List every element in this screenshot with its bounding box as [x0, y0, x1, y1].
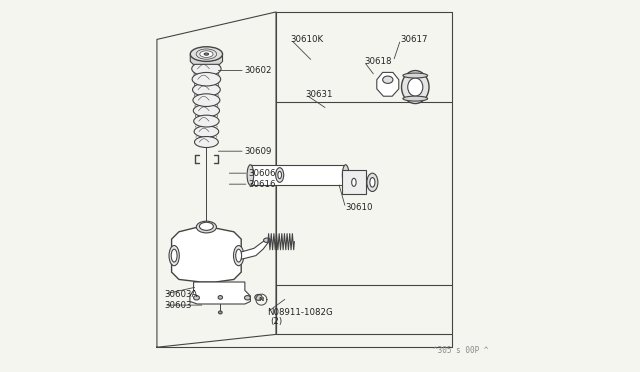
Text: N08911-1082G: N08911-1082G [267, 308, 333, 317]
Ellipse shape [194, 115, 219, 127]
Ellipse shape [218, 311, 222, 314]
Ellipse shape [367, 173, 378, 192]
Ellipse shape [192, 73, 221, 86]
Text: 30610: 30610 [346, 203, 373, 212]
Ellipse shape [370, 177, 375, 187]
Ellipse shape [352, 178, 356, 186]
Polygon shape [241, 239, 268, 259]
Text: 30603: 30603 [164, 301, 192, 310]
Text: (2): (2) [271, 317, 283, 326]
Text: 30617: 30617 [401, 35, 428, 44]
Ellipse shape [193, 94, 220, 106]
Polygon shape [172, 226, 241, 282]
Ellipse shape [193, 83, 220, 96]
Ellipse shape [204, 53, 209, 55]
Text: 30603A: 30603A [164, 289, 198, 299]
Polygon shape [342, 170, 366, 194]
Ellipse shape [276, 168, 284, 182]
Ellipse shape [278, 171, 282, 179]
Polygon shape [190, 55, 223, 64]
Ellipse shape [194, 126, 219, 137]
Ellipse shape [193, 105, 220, 117]
Ellipse shape [244, 296, 250, 300]
Ellipse shape [196, 221, 216, 233]
Text: ^305 s 00P ^: ^305 s 00P ^ [433, 346, 488, 355]
Ellipse shape [403, 96, 428, 101]
Ellipse shape [236, 249, 241, 262]
Text: 30610K: 30610K [291, 35, 324, 44]
Ellipse shape [247, 165, 253, 185]
Ellipse shape [192, 62, 221, 76]
Ellipse shape [190, 47, 223, 61]
Ellipse shape [169, 246, 179, 266]
Text: 30616: 30616 [248, 180, 276, 189]
Ellipse shape [255, 295, 262, 300]
Ellipse shape [234, 246, 244, 266]
Text: 30606: 30606 [248, 169, 276, 178]
Text: N: N [259, 297, 264, 302]
Polygon shape [190, 282, 250, 304]
Ellipse shape [218, 296, 223, 299]
Ellipse shape [403, 73, 428, 78]
Polygon shape [377, 73, 399, 96]
Text: 30602: 30602 [245, 66, 273, 75]
Ellipse shape [342, 165, 349, 185]
Ellipse shape [401, 71, 429, 103]
Text: 30631: 30631 [305, 90, 333, 99]
Ellipse shape [383, 76, 393, 83]
Ellipse shape [408, 78, 423, 96]
Ellipse shape [172, 249, 177, 262]
Ellipse shape [264, 238, 270, 243]
Text: 30618: 30618 [364, 57, 392, 66]
Bar [250, 165, 346, 185]
Ellipse shape [193, 296, 200, 300]
Text: 30609: 30609 [245, 147, 272, 156]
Ellipse shape [195, 137, 218, 148]
Ellipse shape [200, 222, 213, 230]
Ellipse shape [200, 51, 213, 57]
